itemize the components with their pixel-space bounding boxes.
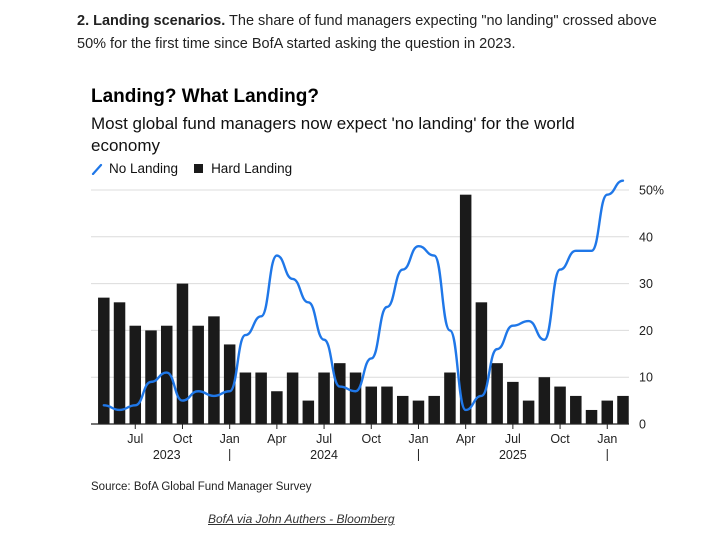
hard-landing-bar <box>396 395 409 424</box>
image-credit-link[interactable]: BofA via John Authers - Bloomberg <box>208 512 395 526</box>
intro-paragraph: 2. Landing scenarios. The share of fund … <box>77 10 677 56</box>
hard-landing-bar <box>428 395 440 424</box>
hard-landing-bar <box>412 400 425 424</box>
hard-landing-bar <box>365 386 378 424</box>
chart-subtitle: Most global fund managers now expect 'no… <box>91 114 575 155</box>
y-tick-label: 10 <box>639 371 653 385</box>
hard-landing-bar <box>585 409 598 424</box>
hard-landing-bar <box>475 302 488 424</box>
chart-title: Landing? What Landing? <box>91 86 319 107</box>
hard-landing-bar <box>98 297 110 424</box>
y-tick-label: 50% <box>639 184 664 198</box>
x-tick-label: Jul <box>316 432 332 446</box>
hard-landing-bar <box>318 372 330 424</box>
hard-landing-bar <box>538 377 551 424</box>
intro-bold: 2. Landing scenarios. <box>77 13 226 29</box>
legend-item-no-landing: No Landing <box>91 161 178 176</box>
image-credit-wrap: BofA via John Authers - Bloomberg <box>208 510 395 528</box>
legend-line-swatch <box>91 163 103 175</box>
y-tick-label: 20 <box>639 324 653 338</box>
hard-landing-bar <box>507 381 519 424</box>
chart-source: Source: BofA Global Fund Manager Survey <box>91 481 312 493</box>
hard-landing-bar <box>208 316 220 424</box>
legend-item-hard-landing: Hard Landing <box>192 161 292 176</box>
hard-landing-bar <box>334 363 346 424</box>
chart-card: Landing? What Landing? Most global fund … <box>76 72 678 532</box>
hard-landing-bar <box>113 302 126 424</box>
x-tick-label: Apr <box>456 432 475 446</box>
hard-landing-bar <box>286 372 299 424</box>
x-tick-label: Jul <box>505 432 521 446</box>
hard-landing-bar <box>349 372 362 424</box>
x-tick-label: Jan <box>597 432 617 446</box>
x-tick-label: Jan <box>220 432 240 446</box>
hard-landing-bar <box>255 372 267 424</box>
chart-legend: No Landing Hard Landing <box>91 161 306 176</box>
hard-landing-bar <box>302 400 315 424</box>
hard-landing-bar <box>444 372 456 424</box>
hard-landing-bar <box>459 194 472 424</box>
chart-plot: 0 10 20 30 40 50% Jul Oct Jan Apr Jul Oct Jan Apr Jul O… <box>91 179 664 462</box>
hard-landing-bar <box>192 325 204 424</box>
hard-landing-bar <box>570 395 582 424</box>
legend-bar-swatch <box>194 164 204 173</box>
x-tick-label: Oct <box>173 432 193 446</box>
x-tick-label: Apr <box>267 432 286 446</box>
y-tick-label: 30 <box>639 277 653 291</box>
legend-label-hard-landing: Hard Landing <box>211 161 293 176</box>
hard-landing-bar <box>271 391 283 424</box>
x-year-label: 2024 <box>310 448 338 462</box>
hard-landing-bar <box>601 400 614 424</box>
x-tick-label: Oct <box>362 432 382 446</box>
x-tick-label: Jan <box>408 432 428 446</box>
hard-landing-bar <box>381 386 393 424</box>
hard-landing-bar <box>491 363 503 424</box>
x-year-label: 2025 <box>499 448 527 462</box>
y-tick-label: 0 <box>639 418 646 432</box>
x-tick-label: Oct <box>550 432 570 446</box>
hard-landing-bar <box>223 344 236 424</box>
hard-landing-bar <box>554 386 566 424</box>
hard-landing-bar <box>617 395 629 424</box>
hard-landing-bar <box>129 325 142 424</box>
hard-landing-bar <box>239 372 252 424</box>
hard-landing-bar <box>522 400 535 424</box>
x-year-label: 2023 <box>153 448 181 462</box>
hard-landing-bar <box>176 283 189 424</box>
hard-landing-bar <box>145 330 157 424</box>
legend-label-no-landing: No Landing <box>109 161 179 176</box>
x-tick-label: Jul <box>127 432 143 446</box>
y-tick-label: 40 <box>639 230 653 244</box>
no-landing-line <box>102 179 625 412</box>
intro-text: The share of fund managers expecting "no… <box>77 13 657 52</box>
hard-landing-bar <box>160 325 173 424</box>
